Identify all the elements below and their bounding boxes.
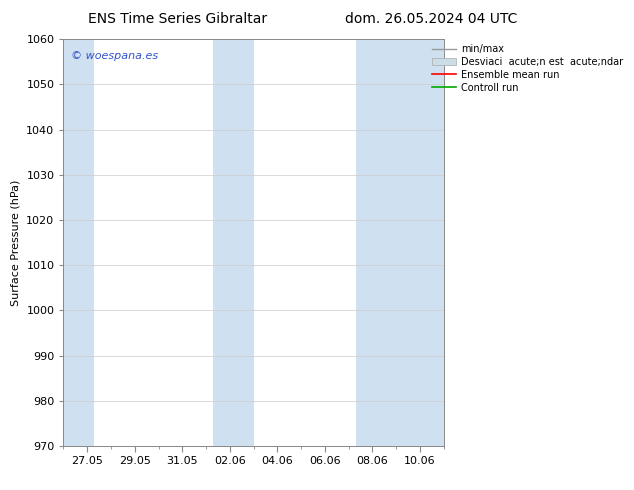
Legend: min/max, Desviaci  acute;n est  acute;ndar, Ensemble mean run, Controll run: min/max, Desviaci acute;n est acute;ndar… <box>432 44 623 93</box>
Bar <box>356 39 444 446</box>
Y-axis label: Surface Pressure (hPa): Surface Pressure (hPa) <box>11 179 21 306</box>
Text: © woespana.es: © woespana.es <box>71 51 158 61</box>
Bar <box>63 39 94 446</box>
Text: dom. 26.05.2024 04 UTC: dom. 26.05.2024 04 UTC <box>345 12 517 26</box>
Bar <box>213 39 254 446</box>
Text: ENS Time Series Gibraltar: ENS Time Series Gibraltar <box>88 12 267 26</box>
